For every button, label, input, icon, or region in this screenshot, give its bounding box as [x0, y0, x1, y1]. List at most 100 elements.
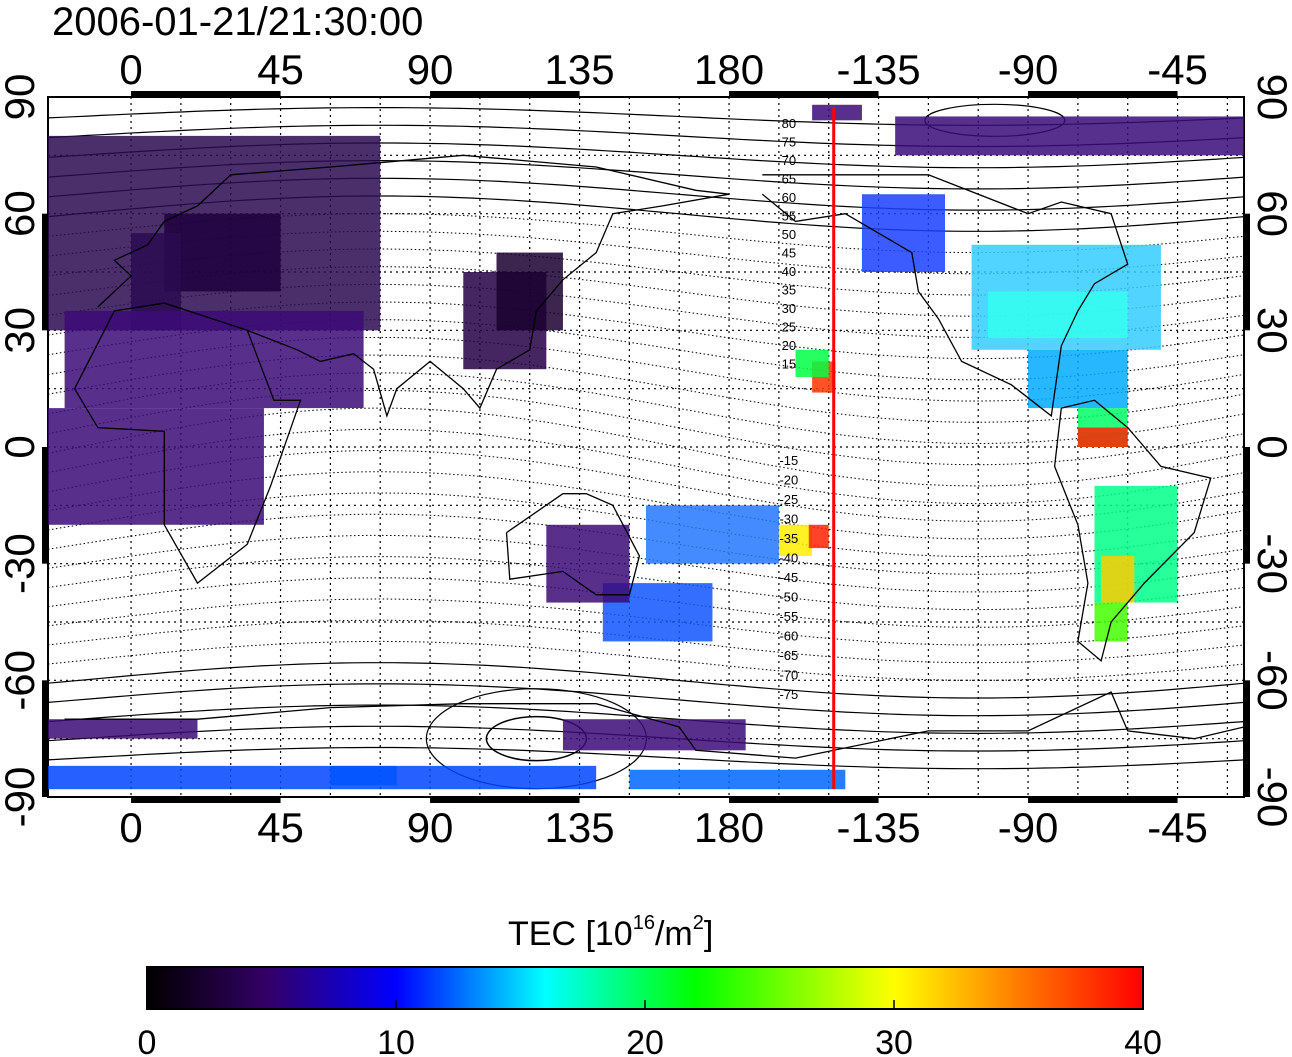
tec-patch	[48, 765, 597, 790]
contour-label: 35	[782, 283, 796, 298]
contour-label: 65	[782, 172, 796, 187]
lat-tick-label-right: 60	[1249, 190, 1292, 237]
coastlines	[64, 154, 1244, 759]
lat-tick-label-right: -60	[1249, 650, 1292, 711]
colorbar-tick-label: 20	[626, 1024, 664, 1057]
lat-tick-label-right: -30	[1249, 533, 1292, 594]
lon-tick-label-top: 180	[694, 46, 764, 93]
tec-patch	[48, 408, 264, 525]
tec-patch	[48, 719, 198, 739]
lat-tick-label-left: -30	[0, 533, 43, 594]
lat-tick-label-right: 0	[1249, 435, 1292, 458]
lon-tick-label-bottom: 45	[257, 804, 304, 851]
mlat-contour	[48, 640, 1244, 681]
tec-patch	[629, 769, 846, 790]
lon-tick-label-top: -45	[1147, 46, 1208, 93]
lon-tick-label-top: 135	[545, 46, 615, 93]
frame-bar-left	[42, 213, 48, 331]
contour-label: -50	[779, 590, 798, 605]
contour-label: 30	[782, 301, 796, 316]
tec-patch	[988, 291, 1128, 339]
contour-label: -25	[779, 492, 798, 507]
tec-patch	[1101, 555, 1135, 603]
frame-bar-left	[42, 680, 48, 797]
frame-bar-bottom	[729, 797, 879, 803]
coastline	[1053, 399, 1212, 663]
contour-label: 55	[782, 209, 796, 224]
colorbar-ticks: 0 10 20 30 40	[138, 1000, 1162, 1057]
frame-bar-top	[1028, 91, 1178, 97]
mlat-contour	[48, 556, 1244, 611]
colorbar-title: TEC [1016/m2]	[508, 912, 713, 953]
contour-label: -40	[779, 551, 798, 566]
contour-label: -35	[779, 531, 798, 546]
lon-tick-label-top: -135	[837, 46, 921, 93]
contour-label: 25	[782, 320, 796, 335]
lon-tick-label-bottom: -90	[998, 804, 1059, 851]
coastline	[97, 154, 730, 308]
frame-bar-top	[430, 91, 580, 97]
contour-label: 60	[782, 190, 796, 205]
mlat-contour	[48, 662, 1244, 699]
mlat-contour	[48, 354, 1244, 423]
lon-tick-label-bottom: 180	[694, 804, 764, 851]
frame-bar-right	[1244, 213, 1250, 331]
left-latitude-ticks: 90 60 30 0 -30 -60 -90	[0, 74, 43, 828]
tec-patch	[64, 310, 364, 409]
mlat-contour	[48, 471, 1244, 540]
lon-tick-label-top: 0	[119, 46, 142, 93]
tec-patch	[778, 524, 813, 556]
contour-label: 20	[782, 338, 796, 353]
colorbar-tick-label: 30	[875, 1024, 913, 1057]
lon-tick-label-top: 90	[407, 46, 454, 93]
mlat-contour	[48, 449, 1244, 522]
right-latitude-ticks: 90 60 30 0 -30 -60 -90	[1249, 74, 1292, 828]
frame-bar-top	[729, 91, 879, 97]
tec-patch	[546, 524, 630, 603]
mlat-contour	[48, 746, 1244, 770]
lat-tick-label-left: -60	[0, 650, 43, 711]
mlat-contour	[48, 683, 1244, 717]
tec-patch	[812, 104, 862, 121]
contour-label: -55	[779, 609, 798, 624]
contour-label: -65	[779, 648, 798, 663]
contour-label: 15	[782, 357, 796, 372]
contour-labels: 80 75 70 65 60 55 50 45 40 35 30 25 20 15 -15 -20 -25 -30…	[779, 116, 798, 702]
contour-label: 45	[782, 246, 796, 261]
lon-tick-label-top: 45	[257, 46, 304, 93]
frame-bar-left	[42, 447, 48, 564]
frame-bar-bottom	[131, 797, 281, 803]
lat-tick-label-left: 60	[0, 190, 43, 237]
lat-tick-label-right: 30	[1249, 307, 1292, 354]
colorbar-title-sup1: 16	[633, 912, 655, 934]
lon-tick-label-bottom: -135	[837, 804, 921, 851]
contour-label: 50	[782, 227, 796, 242]
mlat-contour	[48, 407, 1244, 487]
frame-bar-bottom	[1028, 797, 1178, 803]
frame-bar-right	[1244, 447, 1250, 564]
mlat-contour	[48, 619, 1244, 664]
contour-label: -20	[779, 473, 798, 488]
tec-patch	[164, 213, 281, 292]
lat-tick-label-right: -90	[1249, 767, 1292, 828]
lon-tick-label-bottom: 90	[407, 804, 454, 851]
tec-patch	[562, 719, 746, 751]
colorbar-tick-label: 40	[1124, 1024, 1162, 1057]
colorbar-title-end: ]	[704, 915, 713, 953]
tec-data-layer	[48, 104, 1244, 790]
tec-patch	[861, 194, 945, 272]
frame-bar-right	[1244, 680, 1250, 797]
tec-patch	[895, 116, 1244, 156]
bottom-longitude-ticks: 0 45 90 135 180 -135 -90 -45	[119, 804, 1208, 851]
map-plot-area	[48, 97, 1244, 797]
lat-tick-label-right: 90	[1249, 74, 1292, 121]
contour-label: -75	[779, 687, 798, 702]
tec-patch	[496, 252, 563, 331]
contour-label: -60	[779, 629, 798, 644]
tec-patch	[1028, 349, 1128, 409]
coastline	[247, 193, 730, 419]
colorbar-title-sup2: 2	[693, 912, 704, 934]
tec-patch	[808, 524, 829, 549]
plot-title: 2006-01-21/21:30:00	[52, 0, 423, 44]
